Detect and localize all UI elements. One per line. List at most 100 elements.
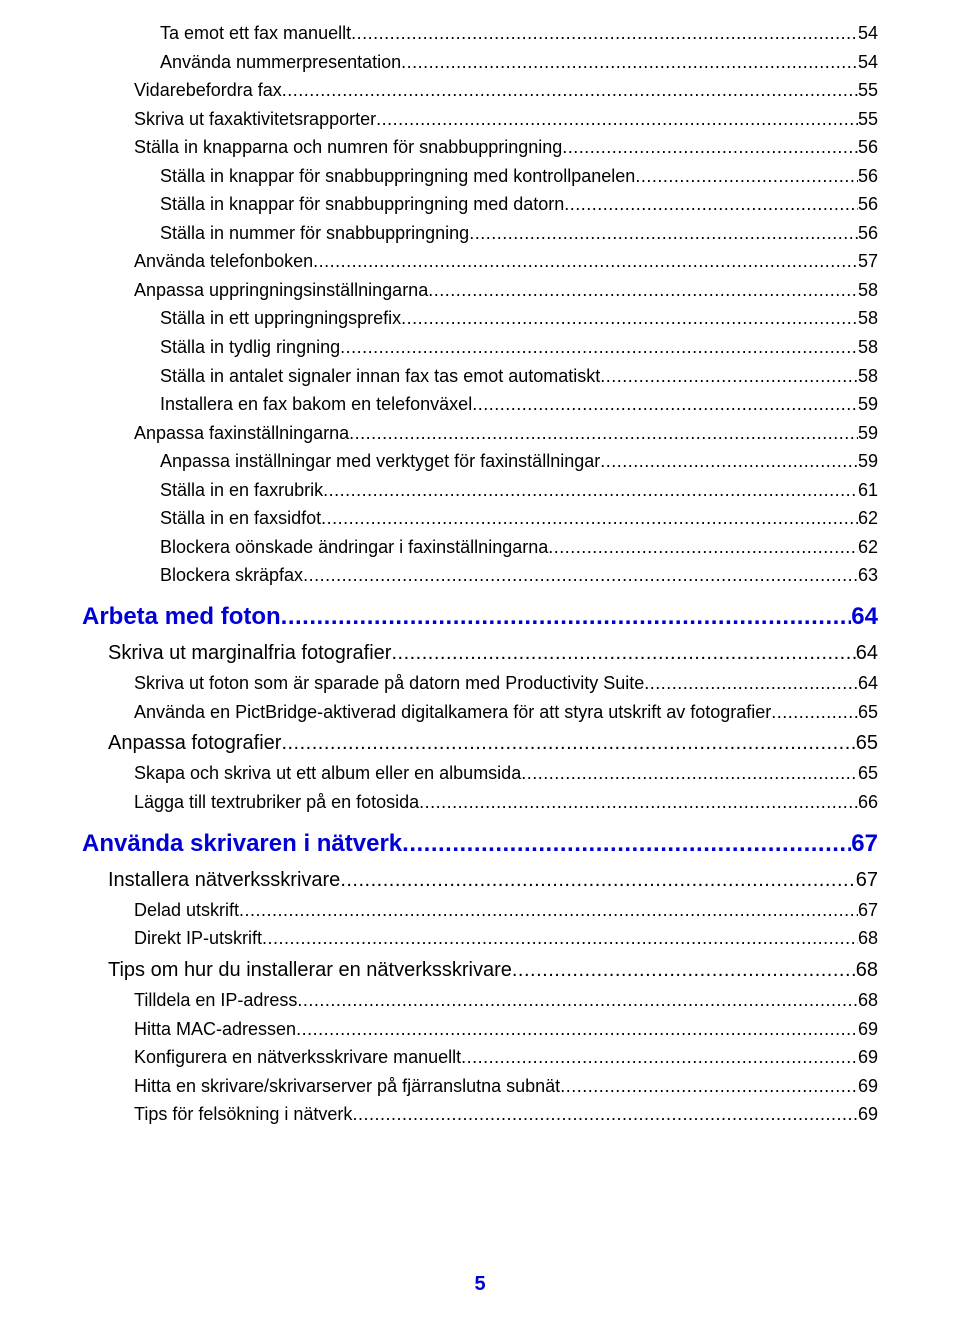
toc-entry-page: 65 [858,700,878,726]
toc-entry-page: 68 [858,926,878,952]
toc-entry-label: Tilldela en IP-adress [134,988,297,1014]
toc-leader-dots: ........................................… [548,535,858,561]
toc-entry[interactable]: Ställa in knapparna och numren för snabb… [134,135,878,161]
toc-entry[interactable]: Ställa in knappar för snabbuppringning m… [160,192,878,218]
toc-entry-page: 56 [858,164,878,190]
toc-leader-dots: ........................................… [296,1017,858,1043]
toc-entry[interactable]: Tips om hur du installerar en nätverkssk… [108,956,878,985]
toc-leader-dots: ........................................… [401,306,858,332]
toc-entry[interactable]: Ställa in tydlig ringning...............… [160,335,878,361]
toc-entry[interactable]: Konfigurera en nätverksskrivare manuellt… [134,1045,878,1071]
toc-entry[interactable]: Ställa in nummer för snabbuppringning...… [160,221,878,247]
toc-entry[interactable]: Ställa in ett uppringningsprefix........… [160,306,878,332]
toc-entry[interactable]: Vidarebefordra fax......................… [134,78,878,104]
toc-leader-dots: ........................................… [352,1102,858,1128]
toc-entry[interactable]: Arbeta med foton........................… [82,601,878,633]
toc-entry-page: 58 [858,335,878,361]
toc-entry-page: 56 [858,192,878,218]
toc-container: Ta emot ett fax manuellt................… [82,21,878,1128]
toc-entry-page: 63 [858,563,878,589]
toc-entry-page: 59 [858,421,878,447]
toc-entry[interactable]: Anpassa inställningar med verktyget för … [160,449,878,475]
toc-entry[interactable]: Anpassa uppringningsinställningarna.....… [134,278,878,304]
toc-entry-label: Skriva ut faxaktivitetsrapporter [134,107,376,133]
toc-entry-label: Ställa in tydlig ringning [160,335,340,361]
toc-entry[interactable]: Anpassa fotografier.....................… [108,729,878,758]
toc-entry[interactable]: Installera nätverksskrivare.............… [108,866,878,895]
toc-entry-page: 59 [858,449,878,475]
toc-entry-page: 57 [858,249,878,275]
toc-entry[interactable]: Direkt IP-utskrift......................… [134,926,878,952]
toc-entry[interactable]: Skapa och skriva ut ett album eller en a… [134,761,878,787]
toc-entry-label: Anpassa faxinställningarna [134,421,349,447]
toc-entry[interactable]: Använda en PictBridge-aktiverad digitalk… [134,700,878,726]
toc-entry[interactable]: Hitta en skrivare/skrivarserver på fjärr… [134,1074,878,1100]
toc-entry-page: 54 [858,21,878,47]
toc-entry-page: 62 [858,535,878,561]
toc-entry[interactable]: Ställa in antalet signaler innan fax tas… [160,364,878,390]
toc-entry[interactable]: Anpassa faxinställningarna..............… [134,421,878,447]
toc-entry-page: 67 [856,866,878,895]
toc-entry-page: 62 [858,506,878,532]
toc-entry[interactable]: Delad utskrift..........................… [134,898,878,924]
toc-entry[interactable]: Tilldela en IP-adress...................… [134,988,878,1014]
toc-entry-page: 55 [858,78,878,104]
toc-entry[interactable]: Skriva ut marginalfria fotografier......… [108,639,878,668]
toc-leader-dots: ........................................… [340,335,858,361]
toc-entry[interactable]: Installera en fax bakom en telefonväxel.… [160,392,878,418]
toc-leader-dots: ........................................… [281,729,855,758]
toc-entry[interactable]: Blockera oönskade ändringar i faxinställ… [160,535,878,561]
toc-entry[interactable]: Tips för felsökning i nätverk...........… [134,1102,878,1128]
toc-entry-label: Ställa in knapparna och numren för snabb… [134,135,562,161]
toc-entry-label: Skriva ut foton som är sparade på datorn… [134,671,644,697]
toc-entry-page: 58 [858,278,878,304]
toc-entry-label: Lägga till textrubriker på en fotosida [134,790,419,816]
toc-entry-label: Skriva ut marginalfria fotografier [108,639,391,668]
toc-leader-dots: ........................................… [461,1045,858,1071]
toc-entry-label: Anpassa fotografier [108,729,281,758]
toc-entry-page: 69 [858,1102,878,1128]
toc-entry-label: Anpassa uppringningsinställningarna [134,278,428,304]
toc-entry[interactable]: Lägga till textrubriker på en fotosida..… [134,790,878,816]
toc-leader-dots: ........................................… [303,563,858,589]
toc-entry-page: 68 [858,988,878,1014]
toc-entry-label: Använda skrivaren i nätverk [82,828,402,860]
toc-entry-page: 56 [858,221,878,247]
toc-leader-dots: ........................................… [402,828,851,860]
toc-entry[interactable]: Hitta MAC-adressen......................… [134,1017,878,1043]
toc-entry[interactable]: Använda nummerpresentation..............… [160,50,878,76]
toc-entry-label: Skapa och skriva ut ett album eller en a… [134,761,521,787]
toc-entry[interactable]: Ställa in knappar för snabbuppringning m… [160,164,878,190]
toc-leader-dots: ........................................… [239,898,858,924]
toc-entry[interactable]: Ställa in en faxsidfot..................… [160,506,878,532]
toc-leader-dots: ........................................… [282,78,858,104]
toc-leader-dots: ........................................… [340,866,855,895]
toc-entry-label: Ställa in ett uppringningsprefix [160,306,401,332]
toc-entry-label: Använda telefonboken [134,249,313,275]
toc-entry-label: Hitta en skrivare/skrivarserver på fjärr… [134,1074,560,1100]
toc-entry[interactable]: Använda skrivaren i nätverk.............… [82,828,878,860]
toc-entry-label: Använda en PictBridge-aktiverad digitalk… [134,700,771,726]
toc-entry-page: 69 [858,1074,878,1100]
toc-entry-label: Använda nummerpresentation [160,50,401,76]
toc-entry[interactable]: Ta emot ett fax manuellt................… [160,21,878,47]
toc-entry-label: Installera en fax bakom en telefonväxel [160,392,472,418]
toc-leader-dots: ........................................… [262,926,858,952]
toc-entry-page: 64 [851,601,878,633]
toc-leader-dots: ........................................… [562,135,858,161]
toc-leader-dots: ........................................… [281,601,852,633]
toc-entry[interactable]: Blockera skräpfax.......................… [160,563,878,589]
toc-entry[interactable]: Skriva ut faxaktivitetsrapporter........… [134,107,878,133]
toc-entry-page: 69 [858,1045,878,1071]
toc-entry-page: 64 [856,639,878,668]
toc-entry[interactable]: Använda telefonboken....................… [134,249,878,275]
toc-leader-dots: ........................................… [472,392,858,418]
toc-leader-dots: ........................................… [349,421,858,447]
toc-entry[interactable]: Ställa in en faxrubrik..................… [160,478,878,504]
toc-entry[interactable]: Skriva ut foton som är sparade på datorn… [134,671,878,697]
toc-entry-label: Ställa in knappar för snabbuppringning m… [160,164,635,190]
toc-entry-page: 67 [858,898,878,924]
toc-leader-dots: ........................................… [321,506,858,532]
toc-entry-page: 64 [858,671,878,697]
toc-leader-dots: ........................................… [351,21,858,47]
